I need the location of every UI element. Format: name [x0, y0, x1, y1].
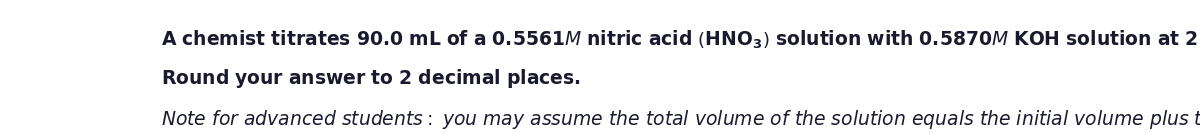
Text: $\mathbf{\mathit{Note\ for\ advanced\ students:}}$$\mathit{\ you\ may\ assume\ t: $\mathbf{\mathit{Note\ for\ advanced\ st…: [161, 108, 1200, 131]
Text: $\mathbf{Round\ your\ answer\ to\ 2\ decimal\ places.}$: $\mathbf{Round\ your\ answer\ to\ 2\ dec…: [161, 67, 581, 90]
Text: $\mathbf{A\ chemist\ titrates\ 90.0\ mL\ of\ a\ 0.5561}$$\mathit{M}$$\mathbf{\ n: $\mathbf{A\ chemist\ titrates\ 90.0\ mL\…: [161, 28, 1200, 51]
